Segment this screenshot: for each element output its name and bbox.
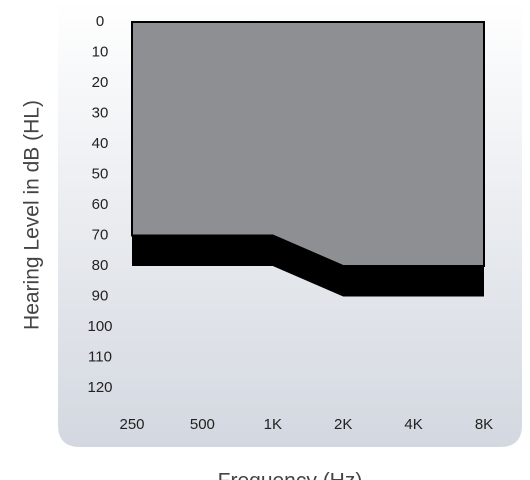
x-tick-label: 4K bbox=[404, 416, 422, 433]
y-axis-title: Hearing Level in dB (HL) bbox=[21, 100, 44, 330]
y-tick-label: 50 bbox=[92, 165, 109, 182]
y-tick-label: 80 bbox=[92, 257, 109, 274]
y-tick-label: 70 bbox=[92, 226, 109, 243]
x-tick-label: 1K bbox=[264, 416, 282, 433]
x-axis-title: Frequency (Hz) bbox=[218, 470, 363, 480]
x-tick-label: 8K bbox=[475, 416, 493, 433]
x-tick-label: 500 bbox=[190, 416, 215, 433]
x-tick-label: 2K bbox=[334, 416, 352, 433]
y-tick-label: 30 bbox=[92, 104, 109, 121]
area bbox=[131, 21, 485, 267]
y-tick-label: 60 bbox=[92, 196, 109, 213]
y-tick-label: 100 bbox=[87, 318, 112, 335]
y-tick-label: 110 bbox=[88, 348, 112, 365]
y-tick-label: 120 bbox=[87, 379, 112, 396]
y-tick-label: 0 bbox=[96, 13, 104, 30]
band bbox=[132, 235, 484, 297]
y-tick-label: 90 bbox=[92, 287, 109, 304]
y-tick-label: 10 bbox=[92, 43, 109, 60]
y-tick-label: 40 bbox=[92, 135, 109, 152]
y-tick-label: 20 bbox=[92, 74, 109, 91]
x-tick-label: 250 bbox=[119, 416, 144, 433]
